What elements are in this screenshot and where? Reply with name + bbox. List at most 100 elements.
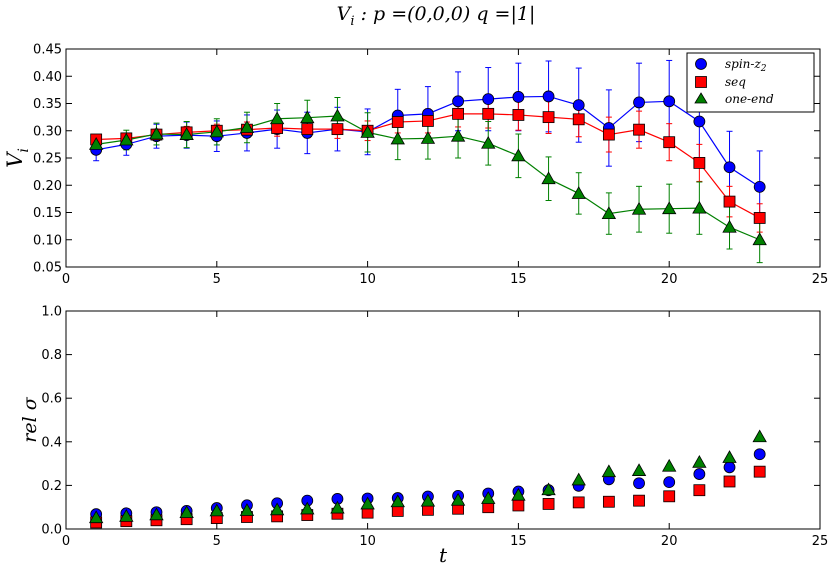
bottom-point-spin	[663, 476, 676, 489]
top-point-seq	[301, 123, 314, 136]
top-point-oneend	[752, 232, 767, 246]
top-point-seq	[391, 116, 404, 128]
bottom-x-tick-label: 25	[812, 534, 829, 549]
top-point-oneend	[511, 148, 526, 162]
bottom-point-seq	[512, 499, 525, 512]
top-point-spin	[723, 161, 736, 174]
top-x-tick-label: 25	[812, 272, 829, 287]
bottom-point-oneend	[420, 493, 436, 507]
bottom-point-spin	[693, 468, 706, 480]
figure-title: Vi : p =(0,0,0) q =|1|	[337, 3, 536, 29]
top-x-tick-label: 0	[62, 272, 70, 287]
bottom-point-oneend	[119, 509, 134, 522]
top-point-seq	[633, 123, 645, 136]
bottom-point-oneend	[360, 496, 375, 510]
legend: spin-z2 seq one-end	[686, 52, 815, 113]
top-y-tick-label: 0.20	[33, 179, 62, 194]
top-point-oneend	[149, 126, 164, 140]
legend-marker-spin	[695, 58, 707, 70]
top-point-oneend	[88, 137, 104, 150]
bottom-point-oneend	[450, 492, 466, 506]
bottom-point-seq	[663, 490, 676, 503]
bottom-point-oneend	[481, 491, 496, 504]
top-point-oneend	[360, 125, 375, 138]
top-panel: 0 5 10 15 20 25 0.05 0.10 0.15 0.20 0.25 0.30 0.35 0.…	[3, 43, 828, 288]
top-point-oneend	[300, 110, 315, 124]
bottom-x-tick-label: 5	[213, 534, 221, 549]
bottom-point-oneend	[179, 505, 194, 519]
top-point-seq	[271, 122, 284, 134]
bottom-point-spin	[633, 477, 645, 490]
legend-box	[686, 52, 815, 113]
top-point-oneend	[209, 124, 224, 138]
bottom-point-spin	[723, 461, 736, 474]
bottom-y-tick-label: 1.0	[41, 305, 62, 320]
top-point-oneend	[239, 120, 255, 133]
top-y-tick-label: 0.35	[33, 97, 62, 112]
bottom-point-seq	[633, 494, 645, 507]
bottom-y-axis-label: relσ	[19, 396, 41, 442]
top-point-oneend	[571, 186, 586, 199]
bottom-point-oneend	[149, 507, 164, 521]
top-point-oneend	[269, 111, 285, 125]
bottom-point-oneend	[300, 501, 315, 515]
bottom-point-oneend	[330, 500, 345, 514]
top-point-oneend	[450, 128, 466, 142]
top-point-spin	[693, 115, 706, 128]
bottom-point-seq	[693, 484, 706, 497]
top-point-spin	[633, 96, 645, 109]
top-point-spin	[663, 95, 676, 108]
top-point-oneend	[330, 108, 345, 122]
legend-label-seq: seq	[725, 75, 746, 89]
top-y-axis-label: Vi	[3, 148, 32, 168]
top-point-oneend	[692, 200, 707, 214]
bottom-x-tick-label: 0	[62, 534, 70, 549]
bottom-x-tick-label: 15	[510, 534, 527, 549]
top-point-seq	[753, 212, 766, 224]
bottom-y-tick-label: 0.0	[41, 523, 62, 538]
legend-label-spin: spin-z2	[725, 57, 767, 74]
top-point-oneend	[601, 206, 617, 219]
top-x-tick-label: 10	[359, 272, 376, 287]
top-point-oneend	[541, 171, 556, 185]
top-y-tick-label: 0.25	[33, 152, 62, 167]
top-point-seq	[693, 157, 706, 169]
top-point-spin	[572, 99, 585, 112]
top-y-tick-label: 0.30	[33, 124, 62, 139]
bottom-y-tick-label: 0.4	[41, 435, 62, 450]
bottom-point-oneend	[571, 472, 586, 486]
bottom-point-oneend	[511, 487, 526, 501]
bottom-point-oneend	[692, 454, 707, 468]
bottom-y-tick-label: 0.6	[41, 392, 62, 407]
bottom-point-oneend	[601, 464, 617, 478]
bottom-point-seq	[572, 496, 585, 509]
bottom-y-tick-label: 0.2	[41, 479, 62, 494]
bottom-point-oneend	[88, 510, 104, 524]
top-point-seq	[512, 109, 525, 121]
top-point-oneend	[631, 201, 647, 215]
bottom-point-oneend	[722, 450, 737, 463]
bottom-point-seq	[542, 498, 555, 510]
top-x-tick-label: 20	[661, 272, 678, 287]
top-point-seq	[422, 115, 434, 127]
top-point-oneend	[722, 219, 737, 233]
bottom-axes-frame	[65, 310, 821, 530]
top-point-oneend	[390, 131, 405, 145]
bottom-point-oneend	[662, 458, 677, 472]
bottom-point-oneend	[390, 494, 405, 508]
top-point-oneend	[662, 201, 677, 215]
top-y-tick-label: 0.45	[33, 43, 62, 58]
bottom-x-tick-label: 20	[661, 534, 678, 549]
top-point-seq	[723, 195, 736, 208]
top-point-seq	[663, 136, 676, 149]
bottom-point-spin	[753, 448, 766, 461]
top-point-seq	[482, 107, 495, 120]
top-point-seq	[572, 113, 585, 126]
bottom-point-oneend	[631, 463, 647, 476]
top-point-oneend	[119, 132, 134, 146]
top-x-tick-label: 5	[213, 272, 221, 287]
top-point-seq	[331, 123, 344, 136]
bottom-point-oneend	[209, 503, 224, 517]
bottom-panel: 0 5 10 15 20 25 0.0 0.2 0.4 0.6 0.8 1.0 relσ t	[19, 305, 828, 567]
bottom-point-oneend	[541, 482, 556, 496]
